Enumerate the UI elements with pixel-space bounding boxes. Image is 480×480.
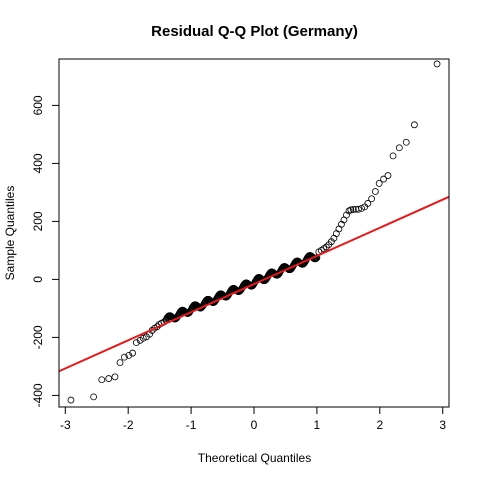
x-tick-label: 1: [314, 418, 321, 432]
y-tick-label: 200: [31, 211, 45, 231]
chart-title: Residual Q-Q Plot (Germany): [151, 23, 358, 40]
y-axis-title: Sample Quantiles: [3, 186, 17, 281]
x-tick-label: 3: [439, 418, 446, 432]
y-tick-label: 0: [31, 276, 45, 283]
y-tick-label: 400: [31, 153, 45, 173]
x-tick-label: -1: [186, 418, 197, 432]
x-axis-title: Theoretical Quantiles: [198, 451, 311, 465]
y-tick-label: 600: [31, 95, 45, 115]
x-tick-label: -3: [60, 418, 71, 432]
y-tick-label: -400: [31, 383, 45, 407]
y-tick-label: -200: [31, 325, 45, 349]
x-tick-label: 2: [376, 418, 383, 432]
x-tick-label: -2: [123, 418, 134, 432]
x-tick-label: 0: [251, 418, 258, 432]
